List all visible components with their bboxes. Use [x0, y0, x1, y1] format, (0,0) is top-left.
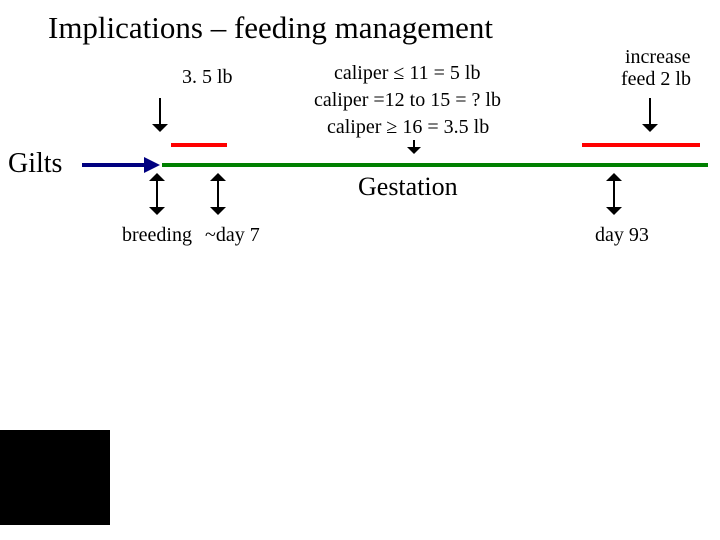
right-down-arrow: [642, 98, 658, 132]
day93-label: day 93: [595, 224, 649, 247]
ud-2-double-arrow: [210, 173, 226, 215]
ud-1-double-arrow: [149, 173, 165, 215]
day7-label: ~day 7: [205, 224, 260, 247]
left-amount-label: 3. 5 lb: [182, 66, 233, 89]
masked-region: [0, 430, 110, 525]
gilts-arrow: [82, 157, 160, 173]
page-title: Implications – feeding management: [48, 10, 493, 46]
left-red-segment: [171, 143, 227, 147]
gilts-label: Gilts: [8, 148, 62, 180]
left-down-arrow: [152, 98, 168, 132]
breeding-label: breeding: [122, 224, 192, 247]
gestation-label: Gestation: [358, 172, 458, 202]
caliper-rule-1: caliper ≤ 11 = 5 lb: [334, 62, 480, 85]
timeline-bar: [162, 163, 708, 167]
caliper-rule-3: caliper ≥ 16 = 3.5 lb: [327, 116, 489, 139]
increase-feed-line1: increase: [625, 46, 691, 69]
caliper-down-arrow: [407, 140, 421, 154]
increase-feed-line2: feed 2 lb: [621, 68, 691, 91]
right-red-segment: [582, 143, 700, 147]
caliper-rule-2: caliper =12 to 15 = ? lb: [314, 89, 501, 112]
ud-3-double-arrow: [606, 173, 622, 215]
